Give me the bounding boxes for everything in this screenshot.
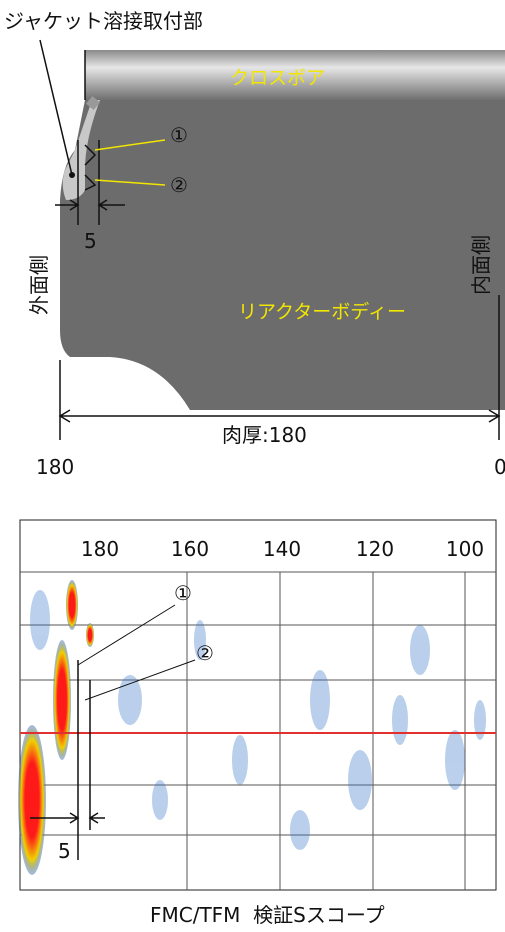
outer-side: 外面側 — [27, 255, 51, 315]
left-scale: 180 — [36, 455, 74, 479]
scan-tick-label: 180 — [81, 537, 119, 561]
echo — [66, 580, 78, 630]
scan-gap-label: 5 — [58, 839, 71, 863]
scan-marker-2: ② — [196, 641, 214, 665]
reactor-body — [60, 50, 505, 410]
echo — [18, 725, 46, 875]
inner-side: 内面側 — [469, 235, 493, 295]
marker-1: ① — [170, 123, 188, 147]
marker-2: ② — [170, 173, 188, 197]
top-diagram: ジャケット溶接取付部 クロスボア ① ② 5 外面側 内面側 リアクターボディー… — [4, 9, 505, 479]
scan-tick-label: 100 — [446, 537, 484, 561]
gap-label: 5 — [84, 229, 97, 253]
scan-tick-label: 120 — [356, 537, 394, 561]
page: ジャケット溶接取付部 クロスボア ① ② 5 外面側 内面側 リアクターボディー… — [0, 0, 505, 932]
body-label: リアクターボディー — [238, 301, 406, 323]
echo — [86, 623, 94, 647]
scan-tick-label: 140 — [263, 537, 301, 561]
scan-tick-label: 160 — [171, 537, 209, 561]
scan: ① ② 5 180 160 140 120 100 FMC/TFM 検証Sスコープ — [18, 520, 496, 927]
echo — [53, 640, 71, 760]
weld-label: ジャケット溶接取付部 — [4, 9, 203, 33]
cross-bore-label: クロスボア — [230, 67, 325, 89]
scan-marker-1: ① — [174, 581, 192, 605]
scan-caption: FMC/TFM 検証Sスコープ — [150, 903, 385, 927]
right-scale: 0 — [494, 455, 505, 479]
thickness: 肉厚:180 — [222, 423, 307, 447]
